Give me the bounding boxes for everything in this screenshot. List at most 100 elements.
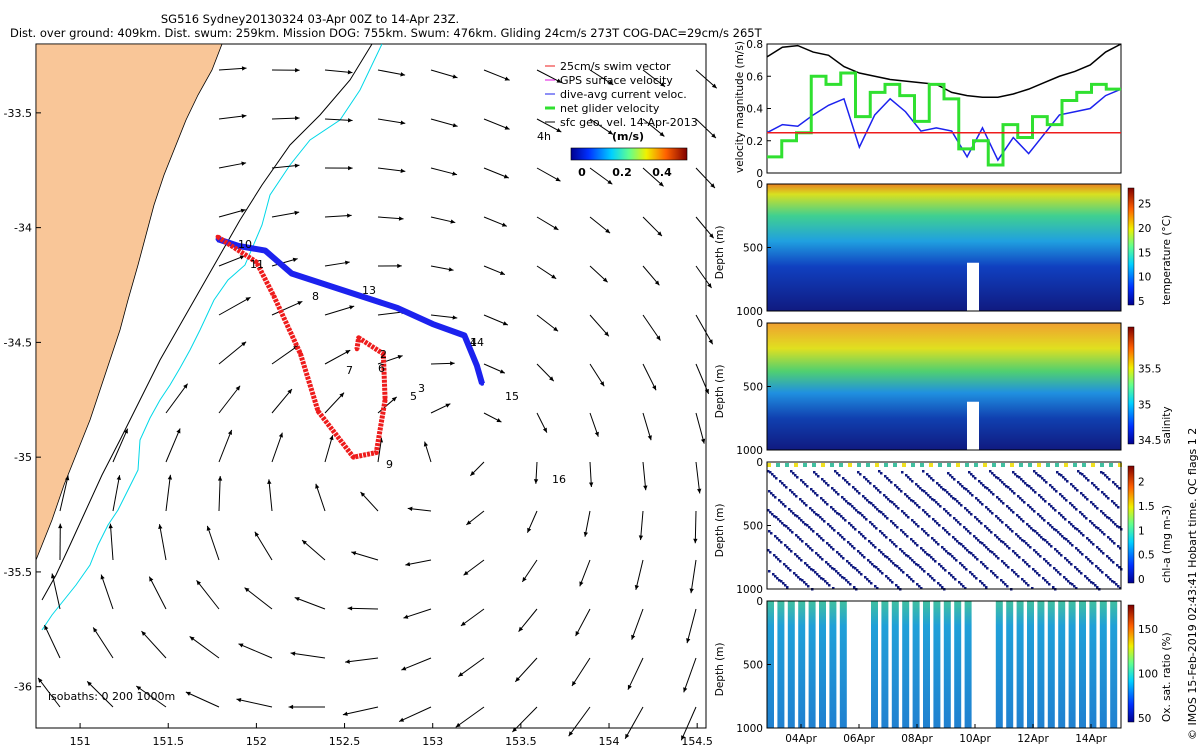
- chl-dot: [821, 558, 824, 561]
- track-point: [462, 333, 467, 338]
- geo-arrowhead: [638, 535, 644, 541]
- chl-dot: [1092, 582, 1095, 585]
- map-legend: 25cm/s swim vector GPS surface velocity …: [537, 60, 698, 179]
- chl-dot: [910, 578, 913, 581]
- chl-surface-dot: [902, 463, 906, 467]
- chl-dot: [977, 539, 980, 542]
- chl-dot: [1022, 520, 1025, 523]
- chl-dot: [1109, 578, 1112, 581]
- chl-dot: [1112, 481, 1115, 484]
- chl-surface-dot: [785, 463, 789, 467]
- chl-dot: [778, 499, 781, 502]
- chl-dot: [1032, 568, 1035, 571]
- chl-dot: [832, 587, 835, 590]
- chl-dot: [868, 501, 871, 504]
- geo-arrow: [324, 305, 355, 316]
- chl-dot: [885, 536, 888, 539]
- chl-dot: [1080, 572, 1083, 575]
- chl-dot: [957, 481, 960, 484]
- chl-dot: [888, 479, 891, 482]
- chl-dot: [963, 526, 966, 529]
- colorbar-label: Ox. sat. ratio (%): [1161, 632, 1173, 722]
- chl-dot: [952, 497, 955, 500]
- chl-dot: [772, 494, 775, 497]
- chl-dot: [887, 498, 890, 501]
- chl-dot: [986, 567, 989, 570]
- geo-arrow: [430, 118, 458, 127]
- track-point: [215, 234, 220, 239]
- chl-dot: [1006, 545, 1009, 548]
- chl-dot: [878, 549, 881, 552]
- geo-arrowhead: [294, 115, 300, 121]
- chl-dot: [1117, 506, 1120, 509]
- geo-arrow: [398, 706, 432, 722]
- chl-surface-dot: [794, 463, 798, 467]
- chl-dot: [1077, 549, 1080, 552]
- chl-dot: [1016, 554, 1019, 557]
- chl-dot: [1089, 520, 1092, 523]
- ox-column: [839, 601, 847, 728]
- chl-dot: [1050, 505, 1053, 508]
- chl-dot: [1085, 556, 1088, 559]
- geo-arrowhead: [295, 68, 300, 73]
- colorbar-tick-label: 2: [1138, 477, 1145, 489]
- chl-dot: [890, 481, 893, 484]
- chl-dot: [1074, 566, 1077, 569]
- geo-arrowhead: [292, 257, 298, 262]
- colorbar-tick-label: 15: [1138, 247, 1151, 259]
- chl-dot: [1113, 581, 1116, 584]
- geo-arrowhead: [551, 274, 557, 279]
- chl-dot: [868, 540, 871, 543]
- chl-dot: [942, 567, 945, 570]
- chl-dot: [825, 561, 828, 564]
- chl-dot: [973, 535, 976, 538]
- track-point: [360, 294, 365, 299]
- geo-arrowhead: [287, 389, 292, 394]
- geo-arrowhead: [227, 429, 232, 435]
- colorbar-tick-label: 35: [1138, 399, 1151, 411]
- chl-surface-dot: [911, 463, 915, 467]
- chl-surface-dot: [1010, 463, 1014, 467]
- chl-dot: [926, 473, 929, 476]
- ox-column: [798, 601, 806, 728]
- chl-dot: [854, 567, 857, 570]
- chl-dot: [794, 553, 797, 556]
- chl-dot: [1099, 569, 1102, 572]
- geo-arrowhead: [241, 66, 247, 71]
- chl-dot: [1023, 501, 1026, 504]
- chl-dot: [1106, 516, 1109, 519]
- chl-dot: [1064, 518, 1067, 521]
- geo-arrow: [218, 162, 247, 169]
- chl-surface-dot: [1019, 463, 1023, 467]
- chl-dot: [1038, 494, 1041, 497]
- geo-arrow: [377, 69, 406, 76]
- chl-dot: [1060, 514, 1063, 517]
- geo-arrowhead: [607, 179, 613, 185]
- chl-surface-dot: [956, 463, 960, 467]
- legend-geo: sfc geo. vel. 14-Apr-2013: [560, 116, 698, 129]
- chl-dot: [1078, 570, 1081, 573]
- geo-arrowhead: [315, 483, 320, 489]
- geo-arrow: [271, 117, 300, 120]
- chl-dot: [844, 479, 847, 482]
- chl-dot: [1031, 508, 1034, 511]
- chl-dot: [963, 566, 966, 569]
- section-ylabel: Depth (m): [714, 365, 726, 419]
- geo-arrow: [109, 523, 114, 561]
- geo-arrow: [51, 573, 61, 610]
- chl-dot: [797, 576, 800, 579]
- chl-dot: [1095, 486, 1098, 489]
- geo-arrowhead: [116, 475, 121, 481]
- ox-column: [995, 601, 1003, 728]
- chl-surface-dot: [866, 463, 870, 467]
- chl-dot: [815, 552, 818, 555]
- chl-surface-dot: [929, 463, 933, 467]
- chl-dot: [1107, 576, 1110, 579]
- geo-arrow: [536, 118, 562, 133]
- glider-track: [215, 234, 485, 460]
- chl-dot: [1035, 472, 1038, 475]
- section-ytick-label: 1000: [736, 723, 763, 735]
- chl-dot: [912, 580, 915, 583]
- chl-dot: [986, 527, 989, 530]
- chl-dot: [847, 502, 850, 505]
